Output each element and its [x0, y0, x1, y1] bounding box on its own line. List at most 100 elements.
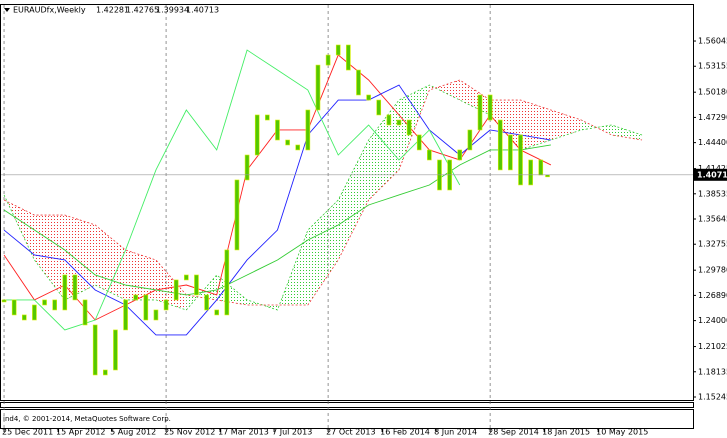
price-bar: [366, 94, 371, 101]
y-tick-label: 1.47290: [698, 113, 727, 122]
price-bar: [214, 309, 220, 316]
price-bar: [42, 299, 47, 306]
header-open: 1.42281: [96, 6, 129, 15]
price-bar: [467, 129, 473, 151]
x-tick-label: 5 Aug 2012: [110, 428, 156, 437]
price-bar: [275, 119, 280, 141]
x-tick-label: 15 Apr 2012: [56, 428, 105, 437]
y-tick-label: 1.26890: [698, 291, 727, 300]
price-bar: [396, 119, 402, 126]
price-bar: [184, 274, 189, 281]
cloud-segment: [216, 274, 248, 305]
y-tick-label: 1.44400: [698, 138, 727, 147]
price-bar: [477, 94, 483, 131]
cloud-segment: [550, 109, 582, 141]
x-tick-label: 17 Mar 2013: [218, 428, 269, 437]
y-tick-label: 1.32755: [698, 240, 727, 249]
price-bar: [295, 144, 301, 151]
price-bar: [356, 69, 361, 96]
price-bar: [194, 274, 199, 296]
price-bar: [325, 54, 331, 66]
y-tick-label: 1.24000: [698, 316, 727, 325]
cloud-segment: [520, 100, 551, 150]
cloud-span: [3, 79, 643, 306]
price-bar: [346, 44, 351, 71]
price-bar: [224, 249, 230, 316]
price-bar: [133, 294, 138, 301]
price-bar: [103, 369, 108, 376]
header-symbol: EURAUDfx,Weekly: [13, 6, 86, 15]
price-bar: [32, 304, 37, 321]
y-tick-label: 1.41425: [698, 164, 727, 173]
price-bar: [376, 99, 382, 116]
cloud-segment: [611, 125, 643, 141]
cloud-segment: [307, 200, 339, 305]
y-tick-label: 1.35645: [698, 215, 727, 224]
cloud-segment: [95, 224, 126, 300]
price-bar: [143, 294, 149, 321]
price-bar: [123, 299, 128, 331]
header-arrow: [4, 8, 10, 12]
price-bar: [386, 114, 392, 126]
cloud-segment: [125, 250, 156, 300]
indicator-line: [3, 144, 551, 296]
price-bar: [305, 109, 311, 151]
price-bar: [508, 134, 513, 171]
price-bar: [173, 279, 179, 301]
last-price-box: [694, 168, 727, 181]
price-bar: [416, 134, 422, 151]
last-price-label: 1.40713: [697, 170, 727, 179]
price-bar: [497, 119, 503, 171]
header-high: 1.42765: [126, 6, 159, 15]
price-bar: [285, 139, 290, 146]
price-bar: [315, 64, 321, 111]
cloud-segment: [398, 85, 430, 170]
price-bar: [113, 329, 118, 371]
price-bar: [82, 299, 88, 326]
y-tick-label: 1.21025: [698, 342, 727, 351]
cloud-segment: [368, 100, 399, 201]
x-tick-label: 28 Sep 2014: [488, 428, 539, 437]
plot-frame: [0, 4, 694, 401]
subwindow-frame: [0, 402, 694, 408]
header-close: 1.40713: [186, 6, 219, 15]
footer: ind4, © 2001-2014, MetaQuotes Software C…: [3, 415, 171, 423]
subwindow-frame: [0, 409, 694, 429]
price-bar: [11, 299, 17, 316]
cloud-segment: [490, 100, 521, 150]
price-bar: [528, 159, 533, 186]
x-tick-label: 10 May 2015: [596, 428, 648, 437]
x-tick-label: 18 Jan 2015: [542, 428, 590, 437]
cloud-segment: [459, 79, 491, 115]
cloud-segment: [338, 140, 369, 260]
price-bar: [538, 159, 544, 176]
cloud-segment: [155, 259, 187, 310]
price-bar: [406, 119, 412, 136]
price-bar: [153, 309, 159, 321]
price-bar: [92, 324, 98, 376]
x-tick-label: 25 Nov 2012: [164, 428, 215, 437]
price-bar: [487, 94, 493, 121]
price-bar: [72, 274, 78, 301]
y-tick-label: 1.56045: [698, 37, 727, 46]
price-bar: [163, 299, 169, 311]
price-bar: [52, 299, 57, 311]
price-bar: [265, 114, 270, 121]
x-tick-label: 16 Feb 2014: [380, 428, 430, 437]
price-bar: [427, 149, 432, 161]
y-tick-label: 1.29780: [698, 266, 727, 275]
price-bar: [62, 274, 68, 311]
x-tick-label: 27 Oct 2013: [326, 428, 375, 437]
y-tick-label: 1.15245: [698, 392, 727, 401]
price-bar: [204, 294, 209, 311]
price-bar: [457, 149, 463, 161]
y-tick-label: 1.53155: [698, 62, 727, 71]
cloud-segment: [186, 274, 217, 310]
price-bar: [1, 299, 7, 303]
header-low: 1.39934: [156, 6, 189, 15]
indicator-line: [4, 49, 461, 331]
price-bar: [22, 314, 27, 321]
x-tick-label: 8 Jun 2014: [434, 428, 477, 437]
x-tick-label: 25 Dec 2011: [2, 428, 53, 437]
